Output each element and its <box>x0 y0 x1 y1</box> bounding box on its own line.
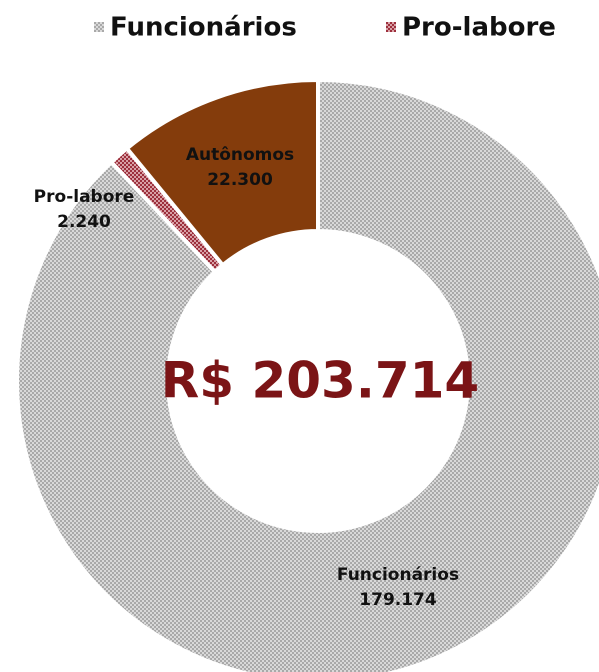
slice <box>15 77 599 672</box>
legend-label: Pro-labore <box>402 13 556 43</box>
slice-label: Pro-labore <box>34 187 135 207</box>
slice <box>124 77 320 268</box>
slice-label: Funcionários <box>337 565 459 585</box>
slice-value: 179.174 <box>359 590 437 610</box>
legend-marker <box>386 22 396 32</box>
donut <box>15 77 599 672</box>
legend-label: Funcionários <box>110 13 297 43</box>
slice-value: 2.240 <box>57 212 111 232</box>
legend-marker <box>94 22 104 32</box>
center-label: R$ 203.714 <box>161 352 479 410</box>
slice-label: Autônomos <box>186 145 294 165</box>
slice-value: 22.300 <box>207 170 273 190</box>
